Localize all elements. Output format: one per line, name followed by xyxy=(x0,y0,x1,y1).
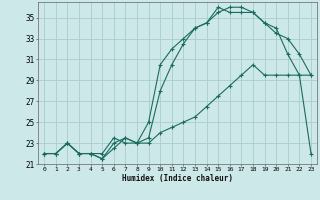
X-axis label: Humidex (Indice chaleur): Humidex (Indice chaleur) xyxy=(122,174,233,183)
